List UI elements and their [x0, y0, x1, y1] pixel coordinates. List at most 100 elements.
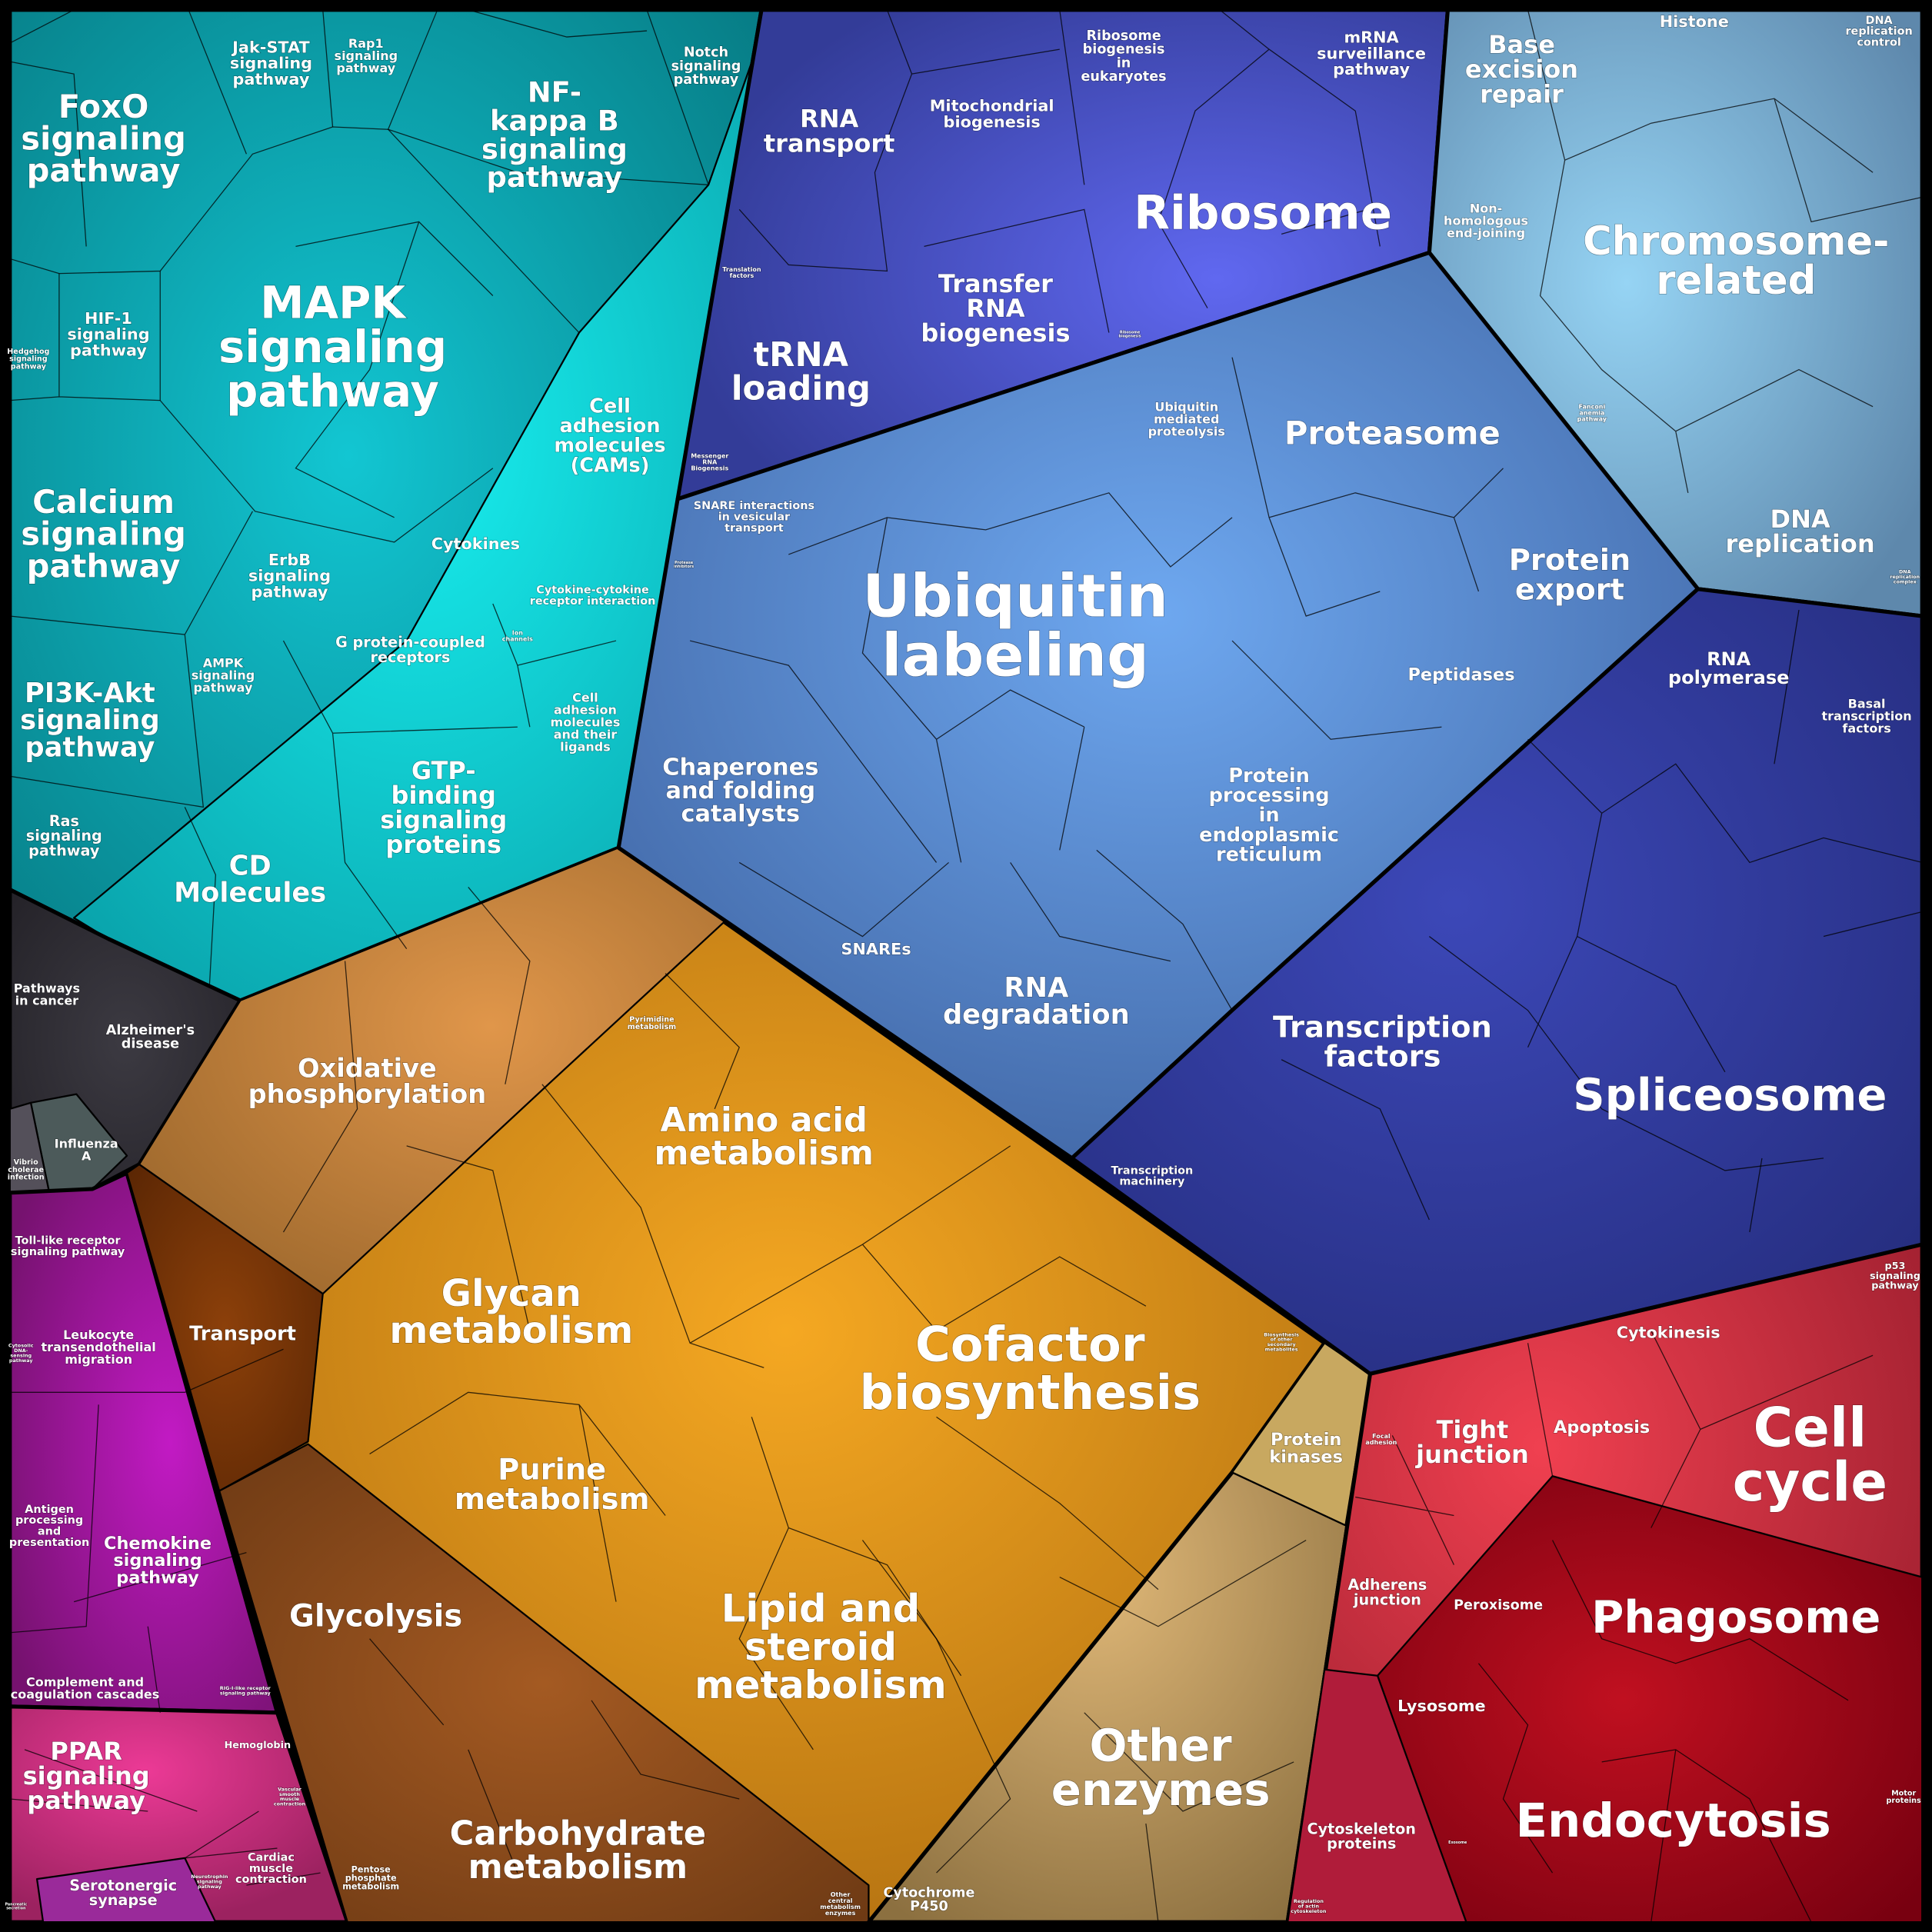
label-mapk-signaling-pathway: MAPK signaling pathway: [218, 276, 447, 417]
label-line: in cancer: [15, 994, 79, 1008]
label-line: Other: [1090, 1719, 1233, 1771]
label-line: P450: [910, 1899, 948, 1914]
label-chromosome-related: Chromosome-related: [1583, 218, 1889, 304]
label-transport: Transport: [189, 1323, 296, 1346]
label-line: polymerase: [1668, 667, 1790, 688]
label-protein-export: Protein export: [1509, 543, 1631, 607]
label-line: replication: [1845, 25, 1912, 38]
label-line: adhesion: [559, 415, 660, 438]
label-line: transport: [724, 522, 784, 535]
label-glycan-metabolism: Glycan metabolism: [389, 1272, 633, 1352]
label-line: in: [1259, 804, 1280, 827]
label-line: end-joining: [1447, 226, 1525, 241]
label-line: kinases: [1269, 1447, 1343, 1467]
label-line: cycle: [1733, 1451, 1887, 1514]
label-line: kappa B: [490, 104, 619, 137]
label-line: CD: [229, 850, 271, 881]
label-non-homologous-end-joining: Non-homologous end-joining: [1444, 202, 1528, 241]
label-rna-transport: RNA transport: [764, 104, 895, 158]
label-line: Oxidative: [298, 1053, 437, 1083]
label-line: Lysosome: [1397, 1697, 1486, 1715]
label-cell-adhesion-molecules-cams: Cell adhesion molecules (CAMs): [554, 395, 665, 477]
label-line: RNA: [966, 294, 1024, 323]
label-line: Transfer: [938, 269, 1053, 298]
label-line: and folding: [665, 778, 815, 804]
label-line: signaling: [9, 355, 48, 364]
label-foxo-signaling-pathway: FoxO signaling pathway: [21, 88, 186, 189]
label-line: proteolysis: [1148, 424, 1225, 438]
label-fanconi-anemia-pathway: Fanconi anemia pathway: [1577, 404, 1607, 423]
label-erbb-signaling-pathway: ErbB signaling pathway: [248, 551, 331, 601]
label-line: Ubiquitin: [862, 563, 1168, 631]
label-line: Cardiac: [248, 1851, 295, 1864]
label-line: signaling: [21, 119, 186, 157]
label-line: Cytokines: [431, 535, 520, 553]
label-line: Protein: [1271, 1430, 1341, 1450]
label-line: homologous: [1444, 214, 1528, 228]
label-line: biogenesis: [1083, 42, 1165, 58]
label-line: Non-: [1470, 202, 1502, 216]
label-line: Transcription: [1273, 1010, 1492, 1044]
label-line: signaling pathway: [11, 1246, 125, 1258]
label-line: DNA: [1866, 15, 1894, 27]
label-line: Carbohydrate: [450, 1815, 706, 1854]
label-cytokines: Cytokines: [431, 535, 520, 553]
label-jak-stat-signaling-pathway: Jak-STAT signaling pathway: [230, 38, 312, 88]
label-line: receptors: [370, 648, 450, 666]
label-complement-and-coagulation-cascades: Complement and coagulation cascades: [11, 1675, 160, 1702]
label-line: synapse: [89, 1891, 158, 1909]
label-line: binding: [391, 781, 496, 810]
label-line: proteins: [1327, 1835, 1396, 1853]
label-hemoglobin: Hemoglobin: [225, 1740, 291, 1751]
label-line: surveillance: [1317, 44, 1426, 62]
label-line: Fanconi: [1578, 404, 1605, 411]
label-pyrimidine-metabolism: Pyrimidine metabolism: [628, 1015, 676, 1031]
label-alzheimers-disease: Alzheimer's disease: [106, 1023, 195, 1052]
label-line: loading: [731, 369, 871, 408]
label-line: Translation: [722, 266, 761, 273]
label-line: Phagosome: [1591, 1591, 1880, 1644]
label-line: Hemoglobin: [225, 1740, 291, 1751]
label-line: (CAMs): [571, 454, 650, 477]
label-line: Mitochondrial: [930, 97, 1054, 115]
label-line: signaling: [1870, 1271, 1920, 1282]
label-line: in vesicular: [718, 511, 791, 523]
label-line: infection: [8, 1173, 45, 1181]
label-pi3k-akt-signaling-pathway: PI3K-Akt signaling pathway: [20, 678, 160, 763]
label-basal-transcription-factors: Basal transcription factors: [1821, 697, 1911, 736]
label-peroxisome: Peroxisome: [1454, 1597, 1543, 1613]
label-line: Transcription: [1111, 1164, 1194, 1177]
label-line: pathway: [27, 1786, 145, 1815]
label-trna-loading: tRNA loading: [731, 336, 871, 408]
label-line: pathway: [198, 1884, 222, 1890]
label-line: p53: [1884, 1261, 1905, 1272]
label-cofactor-biosynthesis: Cofactor biosynthesis: [859, 1316, 1201, 1420]
label-line: Tight: [1437, 1415, 1509, 1444]
label-line: NF-: [528, 76, 581, 109]
label-messenger-rna-biogenesis: Messenger RNA Biogenesis: [691, 453, 728, 472]
label-line: pathway: [194, 681, 253, 695]
label-serotonergic-synapse: Serotonergic synapse: [69, 1877, 177, 1909]
label-pathways-in-cancer: Pathways in cancer: [14, 981, 80, 1008]
label-ubiquitin-labeling: Ubiquitin labeling: [862, 563, 1168, 691]
label-line: Protease: [675, 561, 694, 565]
label-lysosome: Lysosome: [1397, 1697, 1486, 1715]
label-neurotrophin-signaling-pathway: Neurotrophin signaling pathway: [191, 1874, 228, 1890]
region-cytoskeleton: [1287, 1668, 1467, 1924]
label-line: Basal: [1848, 697, 1886, 711]
label-line: Influenza: [55, 1136, 118, 1151]
label-line: replication: [1726, 529, 1875, 558]
label-line: signaling: [20, 705, 160, 736]
label-line: Notch: [684, 45, 728, 61]
label-transcription-factors: Transcription factors: [1273, 1010, 1492, 1074]
label-hif-1-signaling-pathway: HIF-1 signaling pathway: [67, 309, 149, 360]
label-line: Cell: [589, 395, 631, 418]
label-line: metabolism: [342, 1882, 399, 1892]
label-line: signaling: [67, 325, 149, 344]
label-line: SNAREs: [841, 940, 911, 958]
label-line: Chemokine: [104, 1534, 212, 1554]
label-line: signaling: [218, 321, 447, 373]
label-line: of actin: [1298, 1904, 1320, 1910]
label-line: Pyrimidine: [629, 1015, 675, 1024]
